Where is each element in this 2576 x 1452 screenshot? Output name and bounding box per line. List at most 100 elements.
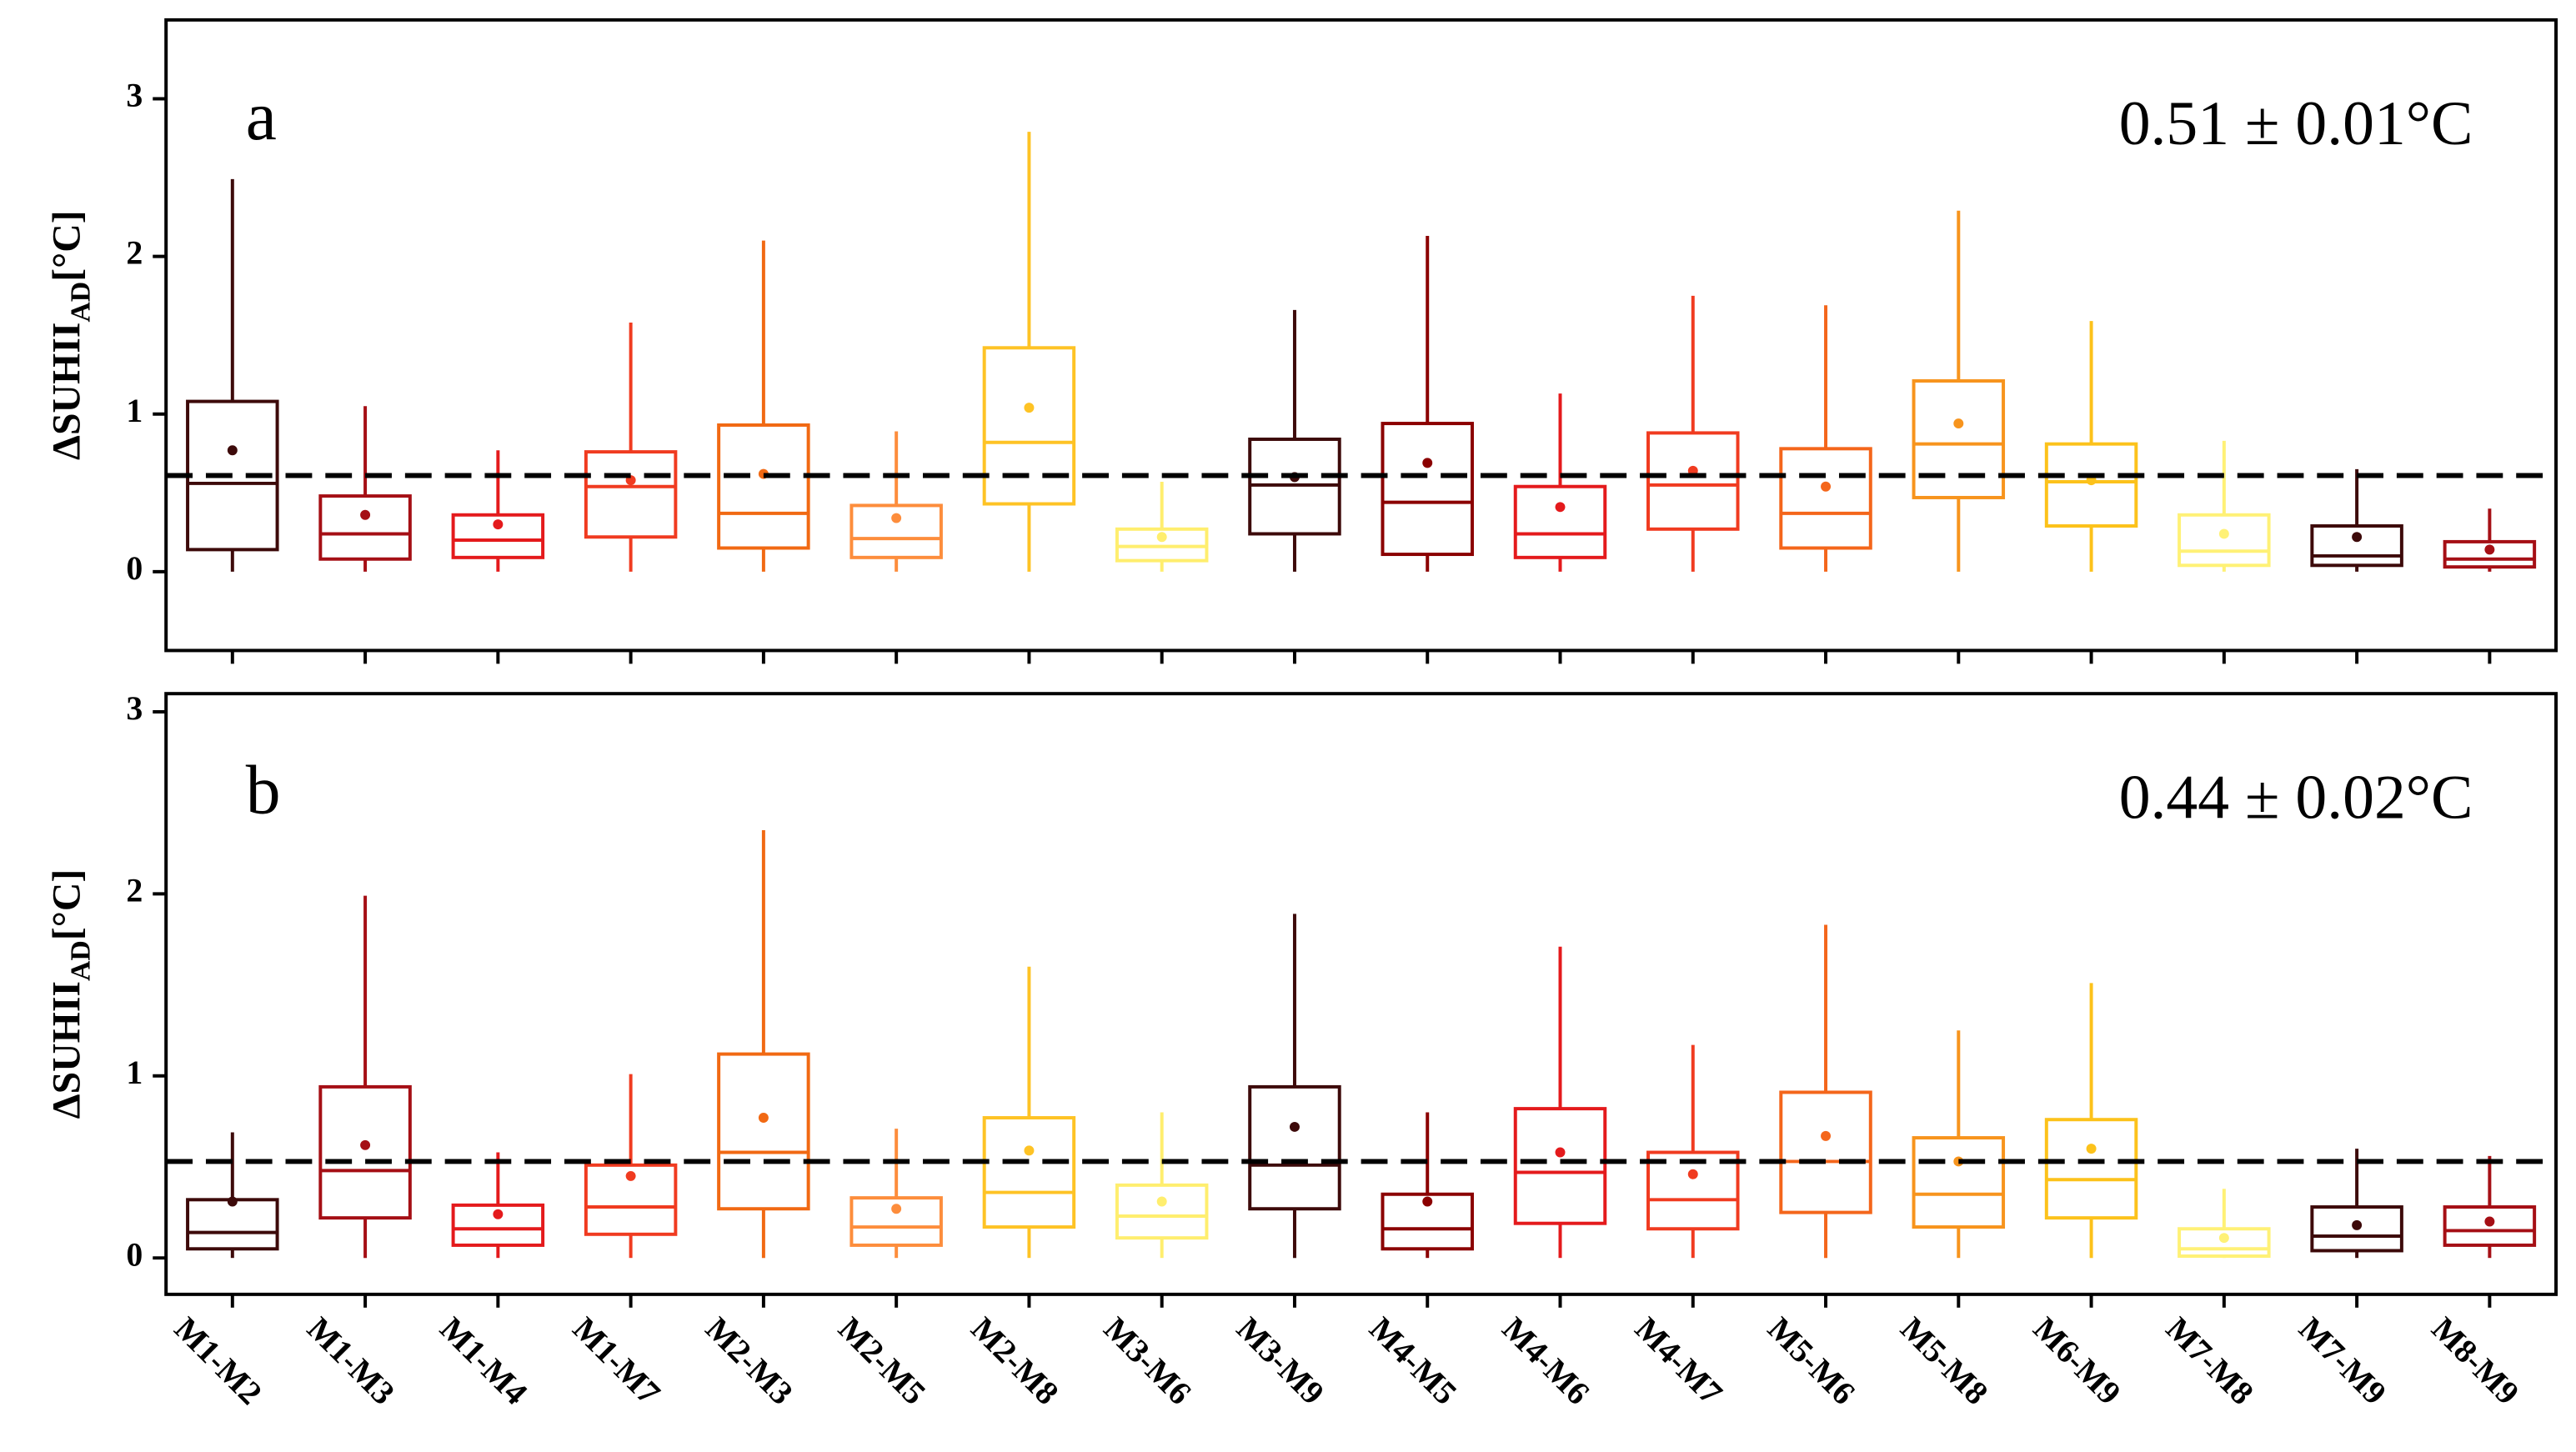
panel: 0 1 2 3 ΔSUHIIAD[°C] a 0.51 ± 0.01°C — [45, 18, 2558, 664]
box — [1646, 431, 1740, 531]
x-tick-label: M4-M7 — [1628, 1310, 1730, 1412]
box — [1381, 1192, 1474, 1251]
x-tick-label: M1-M3 — [300, 1310, 402, 1412]
box — [849, 1196, 943, 1247]
box — [186, 1198, 279, 1251]
mean — [2352, 1219, 2363, 1230]
y-axis-label: ΔSUHIIAD[°C] — [45, 869, 97, 1119]
mean — [1024, 403, 1035, 413]
mean — [2218, 528, 2229, 539]
y-tick-label: 3 — [126, 78, 143, 114]
box — [451, 513, 545, 559]
mean — [1156, 532, 1167, 543]
box — [2044, 1118, 2138, 1220]
box — [1513, 1107, 1607, 1225]
box — [2044, 442, 2138, 528]
mean — [1821, 481, 1832, 492]
mean — [891, 1204, 902, 1214]
mean — [1555, 1147, 1566, 1158]
x-tick-label: M1-M2 — [168, 1310, 269, 1412]
mean — [1953, 418, 1964, 429]
mean — [1024, 1145, 1035, 1156]
box — [1646, 1150, 1740, 1231]
mean — [2086, 1144, 2097, 1154]
x-tick-label: M2-M3 — [699, 1310, 800, 1412]
box — [2310, 1205, 2403, 1253]
mean — [493, 1209, 504, 1219]
y-tick-label: 1 — [126, 393, 143, 429]
plot-frame — [164, 18, 2558, 653]
y-label-sub: AD — [66, 940, 97, 981]
mean — [1687, 1169, 1698, 1179]
box — [2178, 1227, 2271, 1258]
mean — [2352, 532, 2363, 543]
mean — [758, 1113, 769, 1124]
mean — [227, 1196, 238, 1207]
box — [318, 494, 412, 561]
box — [2310, 524, 2403, 568]
box — [1513, 484, 1607, 559]
y-tick-label: 2 — [126, 873, 143, 909]
annotation: 0.51 ± 0.01°C — [2119, 89, 2473, 158]
panel: 0 1 2 3 ΔSUHIIAD[°C] b 0.44 ± 0.02°C M1-M2 M1-M3… — [45, 690, 2558, 1412]
panel-label: b — [246, 752, 281, 829]
box — [1248, 1084, 1341, 1211]
x-tick-label: M4-M6 — [1495, 1310, 1596, 1412]
y-label-unit: [°C] — [45, 869, 89, 940]
box — [2443, 539, 2537, 569]
mean — [1821, 1130, 1832, 1141]
plot-frame — [164, 692, 2558, 1296]
box — [1779, 447, 1872, 550]
y-tick-label: 0 — [126, 1236, 143, 1273]
x-tick-label: M5-M6 — [1761, 1310, 1862, 1412]
panel-label: a — [246, 78, 277, 155]
x-tick-label: M5-M8 — [1893, 1310, 1995, 1412]
y-axis-label: ΔSUHIIAD[°C] — [45, 210, 97, 460]
x-tick-label: M3-M9 — [1230, 1310, 1331, 1412]
mean — [1422, 1196, 1433, 1207]
box — [2443, 1205, 2537, 1247]
mean — [2484, 544, 2495, 555]
mean — [1289, 1121, 1300, 1132]
x-tick-label: M7-M9 — [2292, 1310, 2393, 1412]
y-tick-label: 1 — [126, 1054, 143, 1091]
box — [451, 1203, 545, 1247]
mean — [2218, 1233, 2229, 1244]
mean — [360, 1139, 371, 1150]
mean — [2484, 1216, 2495, 1227]
box — [1381, 422, 1474, 557]
x-tick-label: M3-M6 — [1097, 1310, 1199, 1412]
y-label-unit: [°C] — [45, 210, 89, 281]
box — [717, 423, 810, 550]
box — [1912, 379, 2006, 499]
mean — [625, 1170, 636, 1181]
x-tick-label: M2-M5 — [831, 1310, 933, 1412]
box — [584, 1163, 678, 1236]
x-tick-label: M2-M8 — [964, 1310, 1065, 1412]
x-tick-label: M1-M4 — [433, 1310, 534, 1412]
y-tick-label: 3 — [126, 690, 143, 727]
y-tick-label: 0 — [126, 550, 143, 587]
x-tick-label: M7-M8 — [2159, 1310, 2261, 1412]
x-tick-label: M8-M9 — [2424, 1310, 2526, 1412]
mean — [1422, 458, 1433, 468]
box — [318, 1084, 412, 1220]
box — [982, 346, 1076, 506]
mean — [1156, 1196, 1167, 1207]
annotation: 0.44 ± 0.02°C — [2119, 763, 2473, 832]
box — [849, 503, 943, 559]
y-label-main: ΔSUHII — [45, 981, 89, 1119]
mean — [493, 519, 504, 530]
box — [1912, 1136, 2006, 1229]
box — [1779, 1090, 1872, 1214]
box — [982, 1116, 1076, 1229]
box — [2178, 513, 2271, 568]
mean — [891, 513, 902, 523]
y-tick-label: 2 — [126, 235, 143, 272]
box — [1115, 1183, 1209, 1240]
box — [584, 450, 678, 539]
x-tick-label: M6-M9 — [2027, 1310, 2128, 1412]
x-tick-label: M1-M7 — [566, 1310, 668, 1412]
y-label-sub: AD — [66, 282, 97, 323]
